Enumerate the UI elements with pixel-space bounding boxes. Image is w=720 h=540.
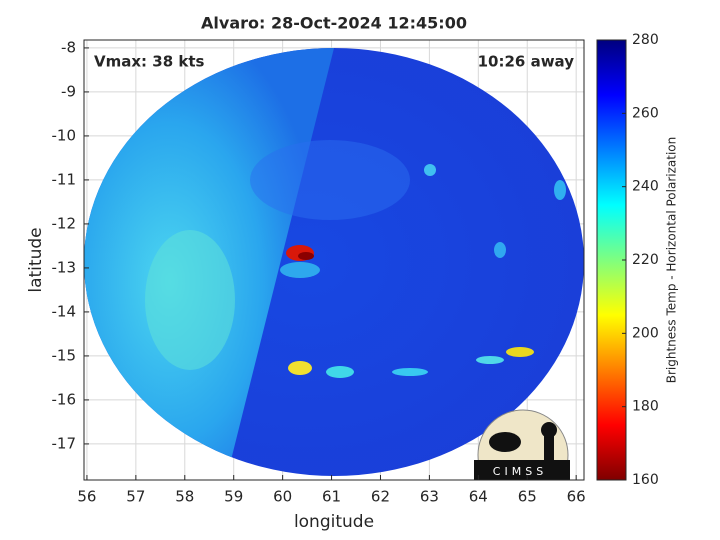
y-tick-label: -17	[52, 434, 77, 452]
x-tick-label: 60	[273, 488, 292, 506]
y-axis-label: latitude	[26, 227, 46, 292]
colorbar-tick-label: 280	[632, 32, 659, 48]
y-tick-label: -13	[52, 258, 77, 276]
colorbar-tick-label: 200	[632, 325, 659, 341]
x-tick-label: 66	[567, 488, 586, 506]
annotation: Vmax: 38 kts	[94, 53, 204, 71]
x-tick-label: 58	[175, 488, 194, 506]
x-tick-label: 59	[224, 488, 243, 506]
colorbar	[596, 39, 627, 481]
colorbar-label: Brightness Temp - Horizontal Polarizatio…	[665, 137, 679, 384]
swath-image: CIMSS	[84, 48, 584, 480]
x-tick-label: 62	[371, 488, 390, 506]
y-tick-label: -12	[52, 214, 77, 232]
logo-text: CIMSS	[493, 465, 547, 478]
colorbar-tick-label: 180	[632, 399, 659, 415]
y-tick-label: -9	[61, 82, 76, 100]
colorbar-tick-label: 240	[632, 179, 659, 195]
y-tick-label: -15	[52, 346, 77, 364]
y-tick-label: -16	[52, 390, 77, 408]
y-tick-label: -8	[61, 38, 76, 56]
x-tick-label: 63	[420, 488, 439, 506]
x-tick-label: 56	[77, 488, 96, 506]
y-tick-label: -10	[52, 126, 77, 144]
x-tick-label: 64	[469, 488, 488, 506]
annotation: 10:26 away	[478, 53, 575, 71]
axes-box	[83, 39, 585, 481]
colorbar-tick-label: 220	[632, 252, 659, 268]
logo: CIMSS	[474, 409, 570, 480]
x-axis-label: longitude	[294, 512, 374, 532]
x-tick-label: 61	[322, 488, 341, 506]
y-tick-label: -14	[52, 302, 77, 320]
x-tick-label: 57	[126, 488, 145, 506]
colorbar-tick-label: 160	[632, 472, 659, 488]
colorbar-tick-label: 260	[632, 105, 659, 121]
x-tick-label: 65	[518, 488, 537, 506]
chart-title: Alvaro: 28-Oct-2024 12:45:00	[201, 14, 467, 33]
y-tick-label: -11	[52, 170, 77, 188]
